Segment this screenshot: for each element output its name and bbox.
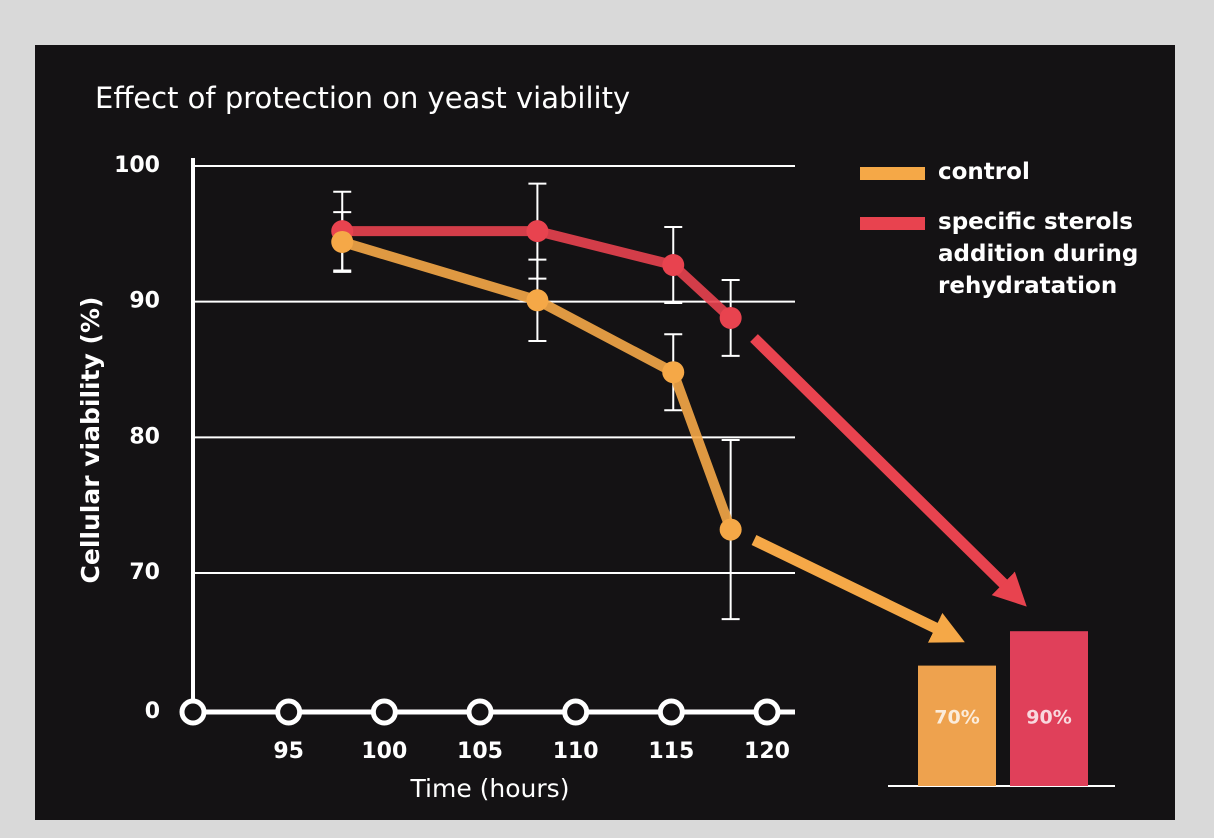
bar-value-label: 90%: [1026, 707, 1071, 729]
x-tick-marker: [466, 698, 494, 726]
legend-swatch: [860, 217, 925, 230]
y-tick-label: 90: [129, 289, 160, 314]
legend-label: specific sterols addition during rehydra…: [938, 209, 1139, 299]
bar-value-label: 70%: [934, 707, 979, 729]
series-line: [337, 226, 736, 323]
y-tick-label: 80: [129, 424, 160, 449]
data-point: [526, 220, 549, 243]
data-point: [662, 254, 685, 277]
y-tick-label: 0: [145, 699, 160, 724]
legend-label: control: [938, 159, 1030, 185]
bar: [918, 665, 996, 786]
x-tick-marker: [562, 698, 590, 726]
arrow: [751, 535, 965, 643]
x-tick-label: 100: [361, 739, 407, 764]
x-tick-label: 115: [648, 739, 694, 764]
arrow: [750, 334, 1027, 607]
bar: [1010, 631, 1088, 786]
data-point: [662, 361, 685, 384]
data-point: [719, 306, 742, 329]
x-tick-marker: [370, 698, 398, 726]
y-axis-label: Cellular viability (%): [76, 297, 105, 584]
x-tick-marker: [657, 698, 685, 726]
x-tick-marker: [275, 698, 303, 726]
x-tick-marker: [753, 698, 781, 726]
y-tick-label: 100: [114, 153, 160, 178]
x-axis-label: Time (hours): [410, 774, 570, 803]
legend-swatch: [860, 167, 925, 180]
data-point: [331, 230, 354, 253]
y-tick-label: 70: [129, 560, 160, 585]
x-origin-marker: [179, 698, 207, 726]
x-tick-label: 120: [744, 739, 790, 764]
series-line: [337, 236, 736, 535]
data-point: [719, 518, 742, 541]
x-tick-label: 105: [457, 739, 503, 764]
x-tick-label: 110: [553, 739, 599, 764]
data-point: [526, 289, 549, 312]
x-tick-label: 95: [273, 739, 304, 764]
chart-title: Effect of protection on yeast viability: [95, 81, 630, 115]
